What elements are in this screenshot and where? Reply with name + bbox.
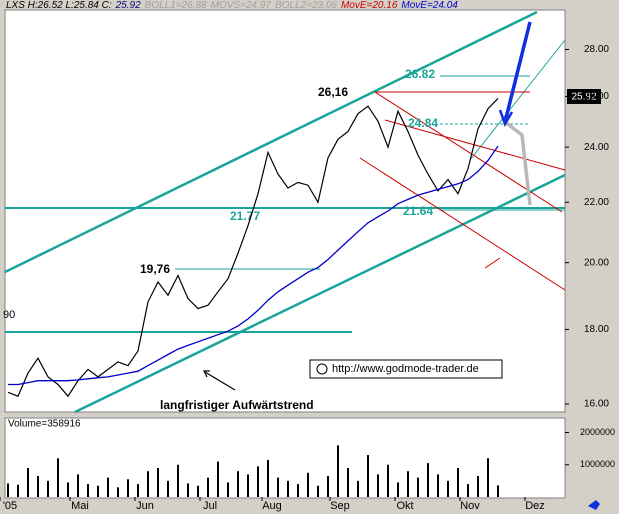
y-tick-label: 26.00 (584, 91, 609, 102)
volume-panel (4, 417, 566, 499)
volume-bar (347, 467, 349, 497)
volume-bar (497, 485, 499, 497)
annotation: 90 (3, 309, 15, 321)
y-tick-label: 18.00 (584, 324, 609, 335)
volume-bar (407, 471, 409, 497)
price-line (8, 145, 499, 386)
volume-bar (147, 471, 149, 497)
volume-bar (67, 482, 69, 497)
volume-bar (87, 484, 89, 497)
y-tick-label: 28.00 (584, 44, 609, 55)
volume-bar (287, 480, 289, 497)
volume-bar (257, 466, 259, 497)
copyright-icon (316, 363, 328, 375)
annotation: 26,16 (318, 85, 348, 99)
volume-bar (337, 445, 339, 497)
last-price-box (567, 89, 601, 104)
volume-bar (77, 474, 79, 497)
volume-bar (457, 467, 459, 497)
volume-bar (477, 476, 479, 497)
volume-bar (17, 484, 19, 497)
volume-bar (357, 480, 359, 497)
header-item: MovE=20.16 (341, 0, 398, 11)
volume-bar (137, 484, 139, 497)
last-price-label: 25.92 (571, 92, 596, 103)
volume-bar (327, 476, 329, 497)
x-tick-label: Aug (262, 500, 282, 512)
volume-bar (467, 484, 469, 497)
annotation: langfristiger Aufwärtstrend (160, 398, 314, 412)
volume-bar (437, 474, 439, 497)
volume-bar (217, 461, 219, 497)
y-tick-label: 24.00 (584, 142, 609, 153)
volume-bar (177, 464, 179, 497)
x-tick-label: '05 (3, 500, 17, 512)
volume-bar (97, 485, 99, 497)
volume-bar (227, 482, 229, 497)
annotation: 21.77 (230, 209, 260, 223)
x-tick-label: Sep (330, 500, 350, 512)
volume-bar (427, 463, 429, 497)
volume-bar (47, 480, 49, 497)
annotation: 26.82 (405, 67, 435, 81)
x-tick-label: Mai (71, 500, 89, 512)
annotation: 24.84 (408, 116, 438, 130)
volume-bar (267, 459, 269, 497)
volume-tick-label: 1000000 (580, 459, 615, 469)
y-tick-label: 22.00 (584, 197, 609, 208)
volume-bar (207, 477, 209, 497)
volume-bar (127, 479, 129, 497)
volume-bar (157, 467, 159, 497)
volume-bar (397, 482, 399, 497)
nav-icon[interactable] (588, 500, 600, 510)
annotation: 21.64 (403, 204, 433, 218)
volume-bar (487, 458, 489, 497)
volume-bar (367, 455, 369, 497)
volume-bar (7, 483, 9, 497)
header-item: MOVS=24.97 (211, 0, 272, 11)
volume-bar (377, 474, 379, 497)
header-item: MovE=24.04 (401, 0, 458, 11)
header-item: BOLL2=23.06 (275, 0, 337, 11)
y-tick-label: 16.00 (584, 399, 609, 410)
volume-bar (317, 485, 319, 497)
volume-bar (197, 485, 199, 497)
copyright-box (309, 359, 503, 379)
volume-bar (387, 464, 389, 497)
volume-bar (27, 467, 29, 497)
header: LXS H:26.52 L:25.84 C: 25.92 BOLL1=26.88 MO… (6, 0, 458, 11)
annotation: http://www.godmode-trader.de (332, 363, 479, 375)
x-tick-label: Dez (525, 500, 545, 512)
volume-bar (187, 483, 189, 497)
y-tick-label: 20.00 (584, 257, 609, 268)
price-line (7, 97, 499, 398)
header-item: 25.92 (115, 0, 141, 11)
volume-bar (307, 472, 309, 497)
volume-bar (107, 477, 109, 497)
volume-bar (297, 484, 299, 497)
x-tick-label: Jul (203, 500, 217, 512)
volume-tick-label: 2000000 (580, 427, 615, 437)
x-tick-label: Nov (460, 500, 480, 512)
volume-bar (167, 480, 169, 497)
volume-label: Volume=358916 (8, 419, 81, 430)
annotation: 19,76 (140, 262, 170, 276)
volume-bar (247, 474, 249, 497)
volume-bar (447, 480, 449, 497)
volume-bar (237, 471, 239, 497)
trend-lines (4, 10, 566, 414)
x-tick-label: Okt (396, 500, 413, 512)
volume-bar (57, 458, 59, 497)
volume-bar (277, 477, 279, 497)
volume-bar (117, 487, 119, 497)
volume-bar (37, 476, 39, 497)
header-item: LXS H:26.52 L:25.84 C: (6, 0, 112, 11)
x-tick-label: Jun (136, 500, 154, 512)
volume-bar (417, 477, 419, 497)
header-item: BOLL1=26.88 (145, 0, 207, 11)
price-panel (4, 9, 566, 413)
